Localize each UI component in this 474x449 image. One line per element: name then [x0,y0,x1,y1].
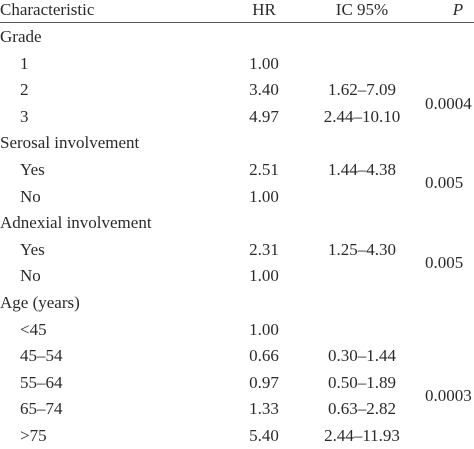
row-label: 3 [20,106,29,126]
hr-value: 0.97 [249,372,279,392]
ci-value: 2.44–10.10 [323,106,401,126]
row-label: <45 [20,319,47,339]
row-label: 45–54 [20,346,63,366]
row-label: 65–74 [20,399,63,419]
p-value: 0.0004 [425,93,472,113]
row-label: Yes [20,160,45,179]
p-value: 0.005 [425,253,464,273]
hr-value: 1.33 [249,399,279,419]
hr-value: 1.00 [249,266,279,286]
group-label: Adnexial involvement [0,213,152,233]
header-rule [0,22,474,23]
hr-value: 4.97 [249,106,279,126]
ci-value: 0.63–2.82 [328,399,396,419]
row-label: No [20,186,41,206]
hr-value: 3.40 [249,80,279,100]
ci-value: 0.30–1.44 [328,346,396,366]
hr-value: 1.00 [249,319,279,339]
row-label: 2 [20,80,29,100]
p-value: 0.005 [425,173,464,193]
row-label: No [20,266,41,286]
group-label: Age (years) [0,293,80,312]
p-value: 0.0003 [425,386,472,406]
hr-value: 2.51 [249,160,279,179]
group-label: Serosal involvement [0,133,140,153]
header-hr: HR [252,0,276,19]
hr-value: 1.00 [249,53,279,73]
header-ci: IC 95% [335,0,389,19]
hr-value: 2.31 [249,239,279,259]
ci-value: 1.25–4.30 [328,239,396,259]
hr-value: 0.66 [249,346,279,366]
header-characteristic: Characteristic [0,0,95,19]
group-label: Grade [0,27,42,46]
row-label: 55–64 [20,372,63,392]
row-label: >75 [20,426,47,445]
header-p: P [452,0,464,19]
row-label: Yes [20,239,45,259]
row-label: 1 [20,53,29,73]
ci-value: 1.62–7.09 [328,80,396,100]
ci-value: 2.44–11.93 [324,426,400,445]
hr-value: 5.40 [249,426,279,445]
ci-value: 0.50–1.89 [328,372,396,392]
hr-value: 1.00 [249,186,279,206]
ci-value: 1.44–4.38 [328,160,396,179]
